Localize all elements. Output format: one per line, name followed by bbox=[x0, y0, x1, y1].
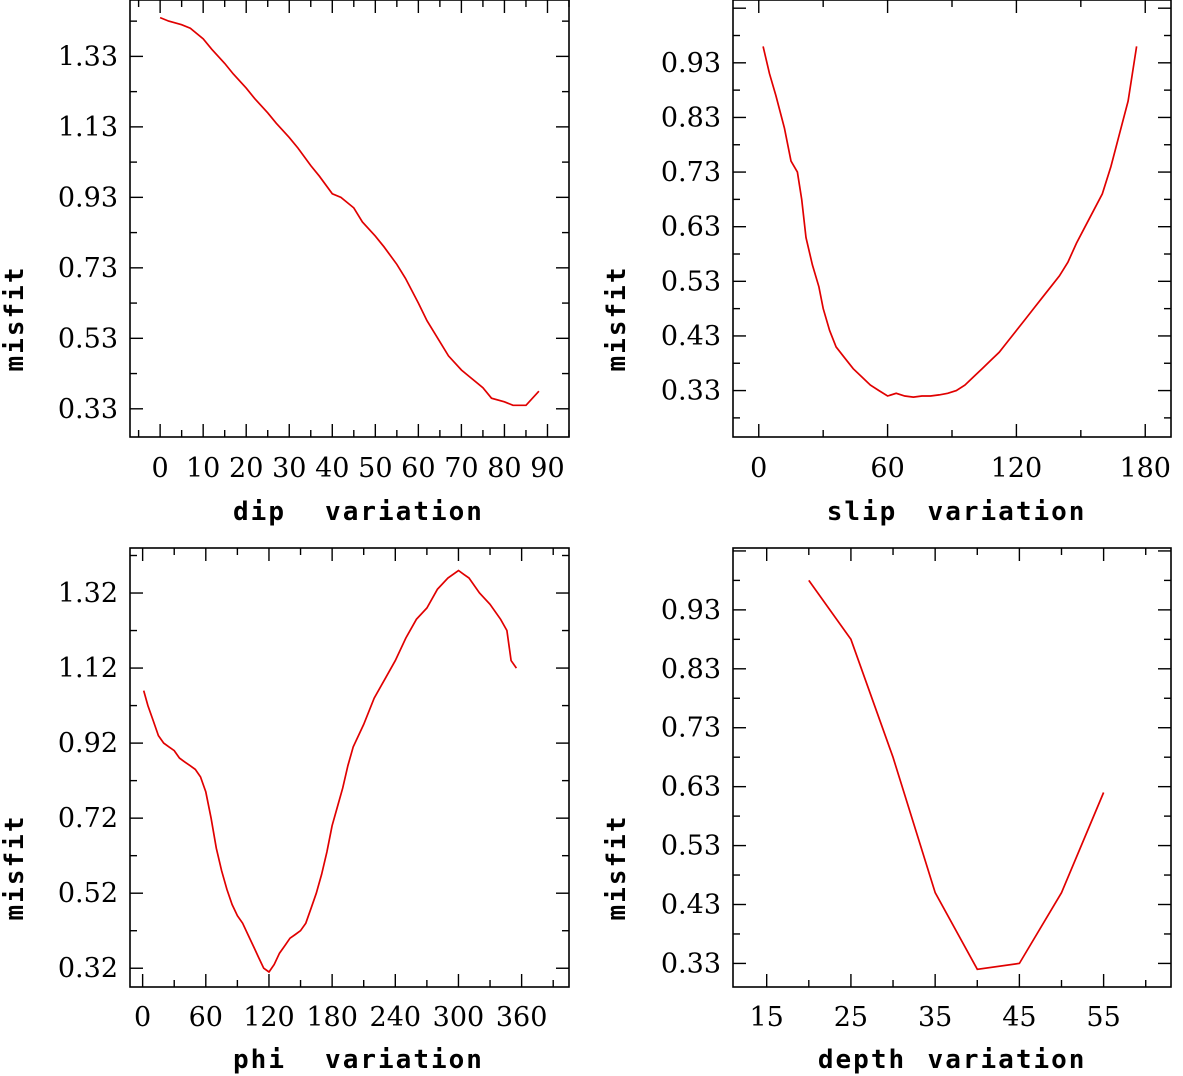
misfit-series-line bbox=[142, 569, 518, 974]
x-tick-label: 70 bbox=[444, 453, 478, 484]
x-tick-label: 180 bbox=[1119, 453, 1171, 484]
plot-frame bbox=[732, 547, 1172, 988]
x-tick-label: 180 bbox=[306, 1002, 358, 1033]
x-tick-label: 240 bbox=[370, 1002, 422, 1033]
y-tick-label: 0.33 bbox=[58, 394, 118, 425]
x-tick-label: 60 bbox=[401, 453, 435, 484]
x-tick-label: 15 bbox=[750, 1002, 784, 1033]
y-tick-label: 0.43 bbox=[661, 890, 721, 921]
y-tick-label: 0.92 bbox=[58, 728, 118, 759]
chart-panel-2: 0.33 0.43 0.53 0.63 0.73 0.83 0.93 0 60 120 180 sli… bbox=[602, 0, 1172, 527]
y-tick-label: 0.83 bbox=[661, 102, 721, 133]
y-tick-label: 0.63 bbox=[661, 212, 721, 243]
x-axis-label-variation: variation bbox=[928, 1045, 1087, 1075]
x-tick-label: 80 bbox=[487, 453, 521, 484]
y-tick-label: 1.13 bbox=[58, 112, 118, 143]
x-tick-label: 90 bbox=[530, 453, 564, 484]
y-axis-label: misfit bbox=[602, 815, 632, 921]
x-tick-label: 45 bbox=[1002, 1002, 1036, 1033]
x-axis-label-variation: variation bbox=[325, 497, 484, 527]
x-tick-label: 20 bbox=[229, 453, 263, 484]
y-tick-label: 0.32 bbox=[58, 953, 118, 984]
y-tick-label: 0.72 bbox=[58, 803, 118, 834]
y-tick-label: 1.32 bbox=[58, 578, 118, 609]
x-axis-label-variation: variation bbox=[928, 497, 1087, 527]
x-tick-label: 0 bbox=[750, 453, 767, 484]
x-tick-label: 50 bbox=[358, 453, 392, 484]
x-tick-label: 30 bbox=[272, 453, 306, 484]
chart-panel-1: 0.33 0.53 0.73 0.93 1.13 1.33 0 10 20 30 40 50 60 70 8… bbox=[0, 0, 570, 527]
x-axis-label: dip bbox=[233, 497, 286, 527]
y-tick-label: 0.52 bbox=[58, 878, 118, 909]
misfit-series-line bbox=[159, 16, 540, 407]
x-axis-label: phi bbox=[233, 1045, 286, 1075]
y-tick-label: 0.93 bbox=[661, 48, 721, 79]
y-axis-label: misfit bbox=[602, 266, 632, 372]
x-axis-label-variation: variation bbox=[325, 1045, 484, 1075]
x-tick-label: 0 bbox=[134, 1002, 151, 1033]
plot-frame bbox=[732, 0, 1172, 438]
y-tick-label: 1.12 bbox=[58, 653, 118, 684]
y-tick-label: 0.93 bbox=[58, 182, 118, 213]
y-tick-label: 0.83 bbox=[661, 654, 721, 685]
y-tick-label: 0.53 bbox=[58, 323, 118, 354]
y-tick-label: 0.43 bbox=[661, 321, 721, 352]
y-tick-label: 0.33 bbox=[661, 948, 721, 979]
x-tick-label: 60 bbox=[189, 1002, 223, 1033]
chart-panel-3: 0.32 0.52 0.72 0.92 1.12 1.32 0 60 120 180 240 300 3… bbox=[0, 547, 570, 1075]
y-tick-label: 0.53 bbox=[661, 831, 721, 862]
x-tick-label: 120 bbox=[991, 453, 1043, 484]
y-axis-label: misfit bbox=[0, 266, 30, 372]
x-tick-label: 0 bbox=[152, 453, 169, 484]
y-tick-label: 1.33 bbox=[58, 41, 118, 72]
x-tick-label: 40 bbox=[315, 453, 349, 484]
y-tick-label: 0.63 bbox=[661, 772, 721, 803]
x-tick-label: 55 bbox=[1086, 1002, 1120, 1033]
misfit-series-line bbox=[808, 579, 1105, 971]
misfit-series-line bbox=[762, 46, 1138, 398]
y-tick-label: 0.33 bbox=[661, 376, 721, 407]
y-axis-label: misfit bbox=[0, 815, 30, 921]
y-tick-label: 0.53 bbox=[661, 266, 721, 297]
plot-frame bbox=[129, 547, 570, 988]
x-tick-label: 25 bbox=[834, 1002, 868, 1033]
x-tick-label: 60 bbox=[870, 453, 904, 484]
y-tick-label: 0.73 bbox=[661, 157, 721, 188]
x-tick-label: 35 bbox=[918, 1002, 952, 1033]
x-tick-label: 120 bbox=[243, 1002, 295, 1033]
x-tick-label: 10 bbox=[186, 453, 220, 484]
x-tick-label: 360 bbox=[496, 1002, 548, 1033]
x-axis-label: slip bbox=[827, 497, 898, 527]
x-axis-label: depth bbox=[818, 1045, 906, 1075]
y-tick-label: 0.73 bbox=[661, 713, 721, 744]
x-tick-label: 300 bbox=[433, 1002, 485, 1033]
chart-panel-4: 0.33 0.43 0.53 0.63 0.73 0.83 0.93 15 25 35 45 55 de… bbox=[602, 547, 1172, 1075]
plot-frame bbox=[129, 0, 570, 438]
y-tick-label: 0.93 bbox=[661, 595, 721, 626]
y-tick-label: 0.73 bbox=[58, 253, 118, 284]
